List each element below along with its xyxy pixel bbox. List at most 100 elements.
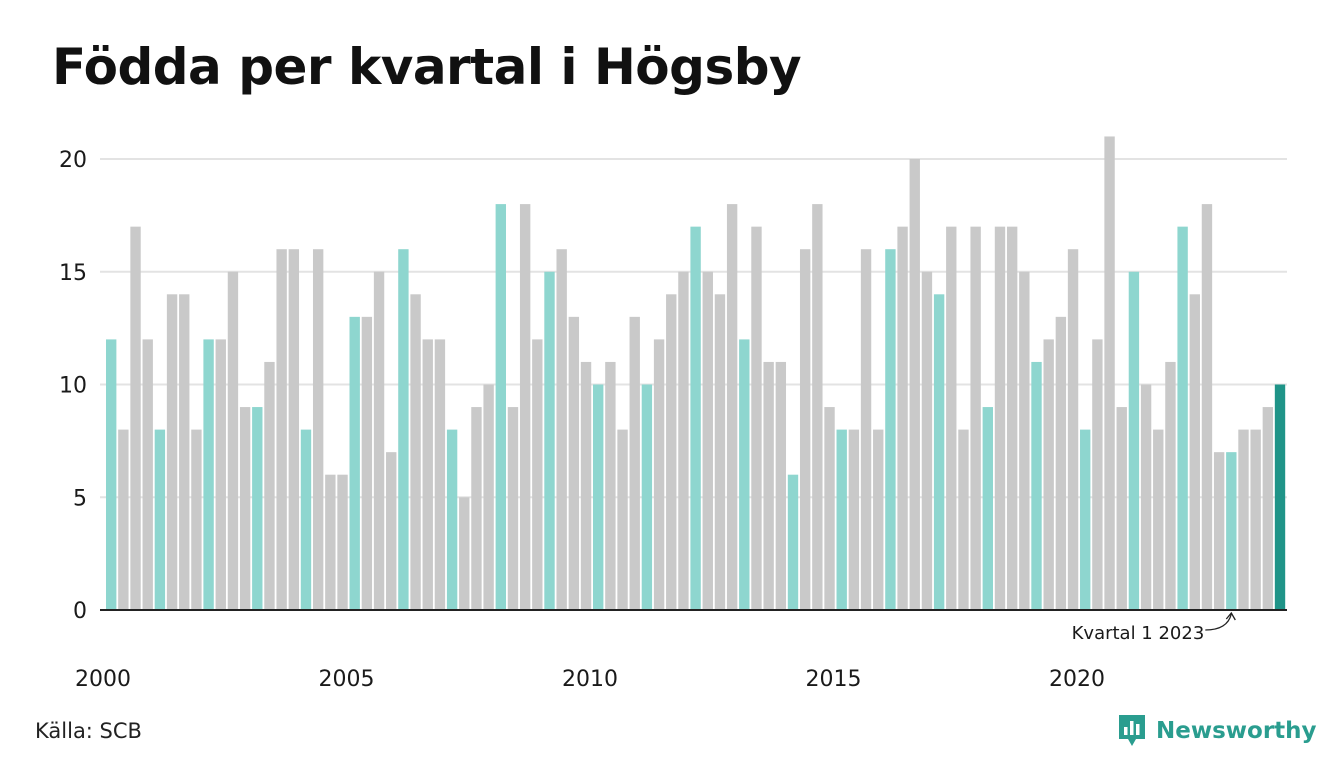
brand-name: Newsworthy <box>1156 718 1317 744</box>
bar <box>726 204 738 610</box>
bar <box>921 271 933 610</box>
bar <box>1250 429 1261 610</box>
bar <box>763 361 774 610</box>
bar <box>337 474 348 610</box>
bar <box>349 316 360 610</box>
bar <box>1055 316 1067 610</box>
brand-logo: Newsworthy <box>1117 713 1317 749</box>
bar <box>446 429 458 610</box>
bar <box>288 249 300 610</box>
bar <box>860 249 872 610</box>
bar <box>824 407 835 610</box>
bar <box>410 294 421 610</box>
bar <box>1177 226 1188 610</box>
bar <box>203 339 214 610</box>
bar <box>1262 407 1274 610</box>
bar <box>1165 361 1176 610</box>
bar <box>1067 249 1079 610</box>
bar <box>179 294 190 610</box>
annotation-label: Kvartal 1 2023 <box>1072 623 1205 644</box>
x-tick-label: 2020 <box>1049 667 1105 692</box>
bar <box>130 226 141 610</box>
bar <box>166 294 178 610</box>
bar <box>593 384 604 610</box>
bar <box>885 249 896 610</box>
bar <box>556 249 567 610</box>
bar <box>434 339 446 610</box>
bar <box>398 249 409 610</box>
bar <box>751 226 762 610</box>
bar <box>1189 294 1200 610</box>
bar <box>1080 429 1091 610</box>
bars <box>106 136 1286 610</box>
bar <box>118 429 129 610</box>
bar <box>568 316 580 610</box>
bar <box>215 339 226 610</box>
bar <box>106 339 117 610</box>
bar <box>1092 339 1103 610</box>
bar <box>325 474 336 610</box>
bar <box>605 361 616 610</box>
bar <box>507 407 519 610</box>
bar <box>666 294 677 610</box>
bar <box>1213 452 1225 610</box>
bar <box>1238 429 1249 610</box>
bar <box>519 204 531 610</box>
bar <box>1019 271 1030 610</box>
bar <box>264 361 275 610</box>
bar <box>1006 226 1018 610</box>
bar <box>1201 204 1213 610</box>
bar <box>227 271 239 610</box>
bar <box>373 271 385 610</box>
bar <box>702 271 713 610</box>
x-tick-label: 2000 <box>75 667 131 692</box>
bar <box>617 429 628 610</box>
bar <box>799 249 811 610</box>
bar <box>386 452 397 610</box>
bar <box>739 339 750 610</box>
bar <box>909 159 920 610</box>
bar <box>836 429 847 610</box>
y-tick-label: 10 <box>59 374 87 399</box>
bar <box>775 361 787 610</box>
bar <box>629 316 640 610</box>
y-tick-label: 20 <box>59 148 87 173</box>
x-tick-label: 2015 <box>806 667 862 692</box>
bar <box>641 384 653 610</box>
bar <box>958 429 969 610</box>
axes: 0 5 10 15 20 2000 2005 2010 2015 2020 <box>59 148 1287 692</box>
bar <box>544 271 555 610</box>
y-tick-label: 5 <box>73 486 87 511</box>
bar <box>1128 271 1140 610</box>
annotation-arrowhead <box>1225 611 1236 621</box>
bar <box>970 226 981 610</box>
bar <box>422 339 433 610</box>
bar <box>812 204 823 610</box>
bar <box>1153 429 1164 610</box>
bar <box>300 429 312 610</box>
bar <box>714 294 726 610</box>
bar <box>1031 361 1042 610</box>
bar <box>361 316 373 610</box>
bar <box>873 429 884 610</box>
annotation-arrow <box>1205 613 1232 631</box>
bar <box>312 249 324 610</box>
bar <box>580 361 592 610</box>
bar <box>933 294 945 610</box>
bar <box>142 339 153 610</box>
bar <box>495 204 506 610</box>
bar <box>678 271 689 610</box>
bar <box>532 339 543 610</box>
source-note: Källa: SCB <box>35 719 142 743</box>
x-tick-label: 2005 <box>319 667 375 692</box>
bar <box>994 226 1006 610</box>
bar <box>1116 407 1127 610</box>
bar <box>1274 384 1286 610</box>
bar <box>897 226 908 610</box>
x-tick-label: 2010 <box>562 667 618 692</box>
y-tick-label: 15 <box>59 261 87 286</box>
bar <box>1140 384 1152 610</box>
bar <box>946 226 957 610</box>
annotation: Kvartal 1 2023 <box>1072 611 1236 644</box>
bar <box>1104 136 1115 610</box>
